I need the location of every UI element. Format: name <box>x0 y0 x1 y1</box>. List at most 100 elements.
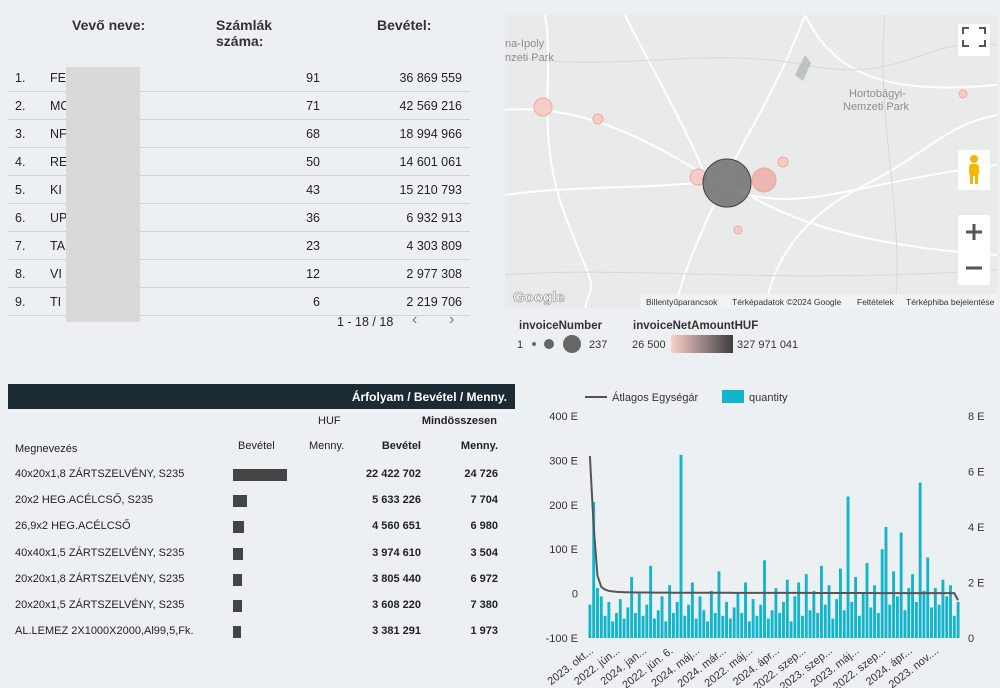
bar <box>797 582 801 638</box>
table-row: AL.LEMEZ 2X1000X2000,Al99,5,Fk. 3 381 291… <box>8 619 515 645</box>
invoice-count: 68 <box>306 127 320 141</box>
bar <box>740 613 744 638</box>
bar <box>728 618 732 638</box>
bar <box>933 588 937 638</box>
table-row: 26,9x2 HEG.ACÉLCSŐ 4 560 651 6 980 <box>8 514 515 540</box>
bar <box>793 596 797 638</box>
invoice-count: 23 <box>306 239 320 253</box>
column-header: Menny. <box>309 440 345 452</box>
bar <box>675 601 679 638</box>
bar <box>622 618 626 638</box>
bubble[interactable] <box>533 97 553 117</box>
bar <box>690 582 694 638</box>
product-name: AL.LEMEZ 2X1000X2000,Al99,5,Fk. <box>15 625 194 638</box>
header: Vevő neve: <box>72 17 146 33</box>
legend-title: invoiceNumber <box>519 320 603 332</box>
y-tick-label: 200 E <box>549 500 578 512</box>
group-header: Mindösszesen <box>421 415 497 427</box>
legend-label: 26 500 <box>632 339 666 351</box>
bar <box>592 502 596 638</box>
bar <box>854 576 858 638</box>
legend-title: invoiceNetAmountHUF <box>633 320 758 332</box>
legend-label: 1 <box>517 339 523 351</box>
attribution[interactable]: Feltételek <box>857 297 895 307</box>
y2-tick-label: 4 E <box>968 522 985 534</box>
attribution-bg <box>640 294 997 308</box>
revenue: 36 869 559 <box>399 71 462 85</box>
bubble[interactable] <box>751 167 777 193</box>
product-name: 20x2 HEG.ACÉLCSŐ, S235 <box>15 494 154 507</box>
y-tick-label: 0 <box>572 589 578 601</box>
bar <box>846 496 850 638</box>
rank: 9. <box>15 295 26 309</box>
bubble[interactable] <box>592 113 604 125</box>
column-header: Bevétel <box>238 440 275 452</box>
revenue: 5 633 226 <box>372 494 421 507</box>
y-tick-label: 100 E <box>549 544 578 556</box>
map-label: Nemzeti Park <box>843 101 910 113</box>
invoice-count: 50 <box>306 155 320 169</box>
bubble[interactable] <box>733 225 743 235</box>
redaction <box>66 67 140 322</box>
next-page[interactable]: › <box>449 311 455 328</box>
combo-chart: -100 E 0 100 E 200 E 300 E 400 E 0 2 E 4 E 6 E 8 E… <box>545 390 985 688</box>
bar <box>702 610 706 638</box>
map[interactable]: na-Ipoly nzeti Park Hortobágyi- Nemzeti … <box>505 15 997 308</box>
bar <box>892 571 896 638</box>
y-tick-label: 300 E <box>549 455 578 467</box>
bar <box>789 621 793 638</box>
bar <box>808 610 812 638</box>
bar <box>831 618 835 638</box>
table-row: 20x2 HEG.ACÉLCSŐ, S235 5 633 226 7 704 <box>8 488 515 514</box>
y2-tick-label: 2 E <box>968 578 985 590</box>
bar <box>763 560 766 638</box>
pegman <box>969 155 979 184</box>
bar <box>736 593 740 638</box>
bar <box>922 590 926 638</box>
prev-page[interactable]: ‹ <box>412 311 418 328</box>
bar <box>888 604 892 638</box>
table-row: 2. MO 71 42 569 216 <box>8 91 470 120</box>
map-label: nzeti Park <box>505 52 554 64</box>
revenue: 4 303 809 <box>406 239 462 253</box>
bar <box>873 585 877 638</box>
invoice-count: 43 <box>306 183 320 197</box>
product-name: 20x20x1,8 ZÁRTSZELVÉNY, S235 <box>15 572 185 585</box>
bubble[interactable] <box>777 156 789 168</box>
table-row: 40x40x1,5 ZÁRTSZELVÉNY, S235 3 974 610 3 5… <box>8 541 515 567</box>
revenue-bar <box>233 547 243 560</box>
color-scale <box>671 335 733 353</box>
revenue: 18 994 966 <box>399 127 462 141</box>
revenue: 3 974 610 <box>372 546 421 559</box>
table-row: 4. RE 50 14 601 061 <box>8 147 470 176</box>
quantity: 6 972 <box>470 572 498 585</box>
table-row: 20x20x1,8 ZÁRTSZELVÉNY, S235 3 805 440 6 9… <box>8 567 515 593</box>
revenue-bar <box>233 521 244 534</box>
bar <box>588 604 592 638</box>
attribution[interactable]: Térképhiba bejelentése <box>906 297 995 307</box>
legend-symbol <box>544 339 554 349</box>
bar <box>861 593 865 638</box>
bar <box>615 613 618 638</box>
invoice-count: 6 <box>313 295 320 309</box>
bubble[interactable] <box>702 158 752 208</box>
bar <box>607 601 611 638</box>
bubbles <box>533 89 968 235</box>
quantity: 24 726 <box>464 468 498 480</box>
revenue: 6 932 913 <box>406 211 462 225</box>
fullscreen-button[interactable] <box>958 24 990 56</box>
attribution[interactable]: Billentyűparancsok <box>646 297 718 307</box>
bar <box>895 596 899 638</box>
bubble[interactable] <box>958 89 968 99</box>
y-tick-label: -100 E <box>546 633 578 645</box>
bar <box>835 599 839 638</box>
y2-tick-label: 6 E <box>968 467 985 479</box>
bar <box>926 557 930 638</box>
bar <box>914 601 918 638</box>
quantity: 6 980 <box>470 520 498 533</box>
column-header: Menny. <box>460 440 498 452</box>
bar <box>668 585 672 638</box>
rank: 5. <box>15 183 26 197</box>
revenue: 4 560 651 <box>372 520 421 533</box>
group-header: HUF <box>318 415 341 427</box>
